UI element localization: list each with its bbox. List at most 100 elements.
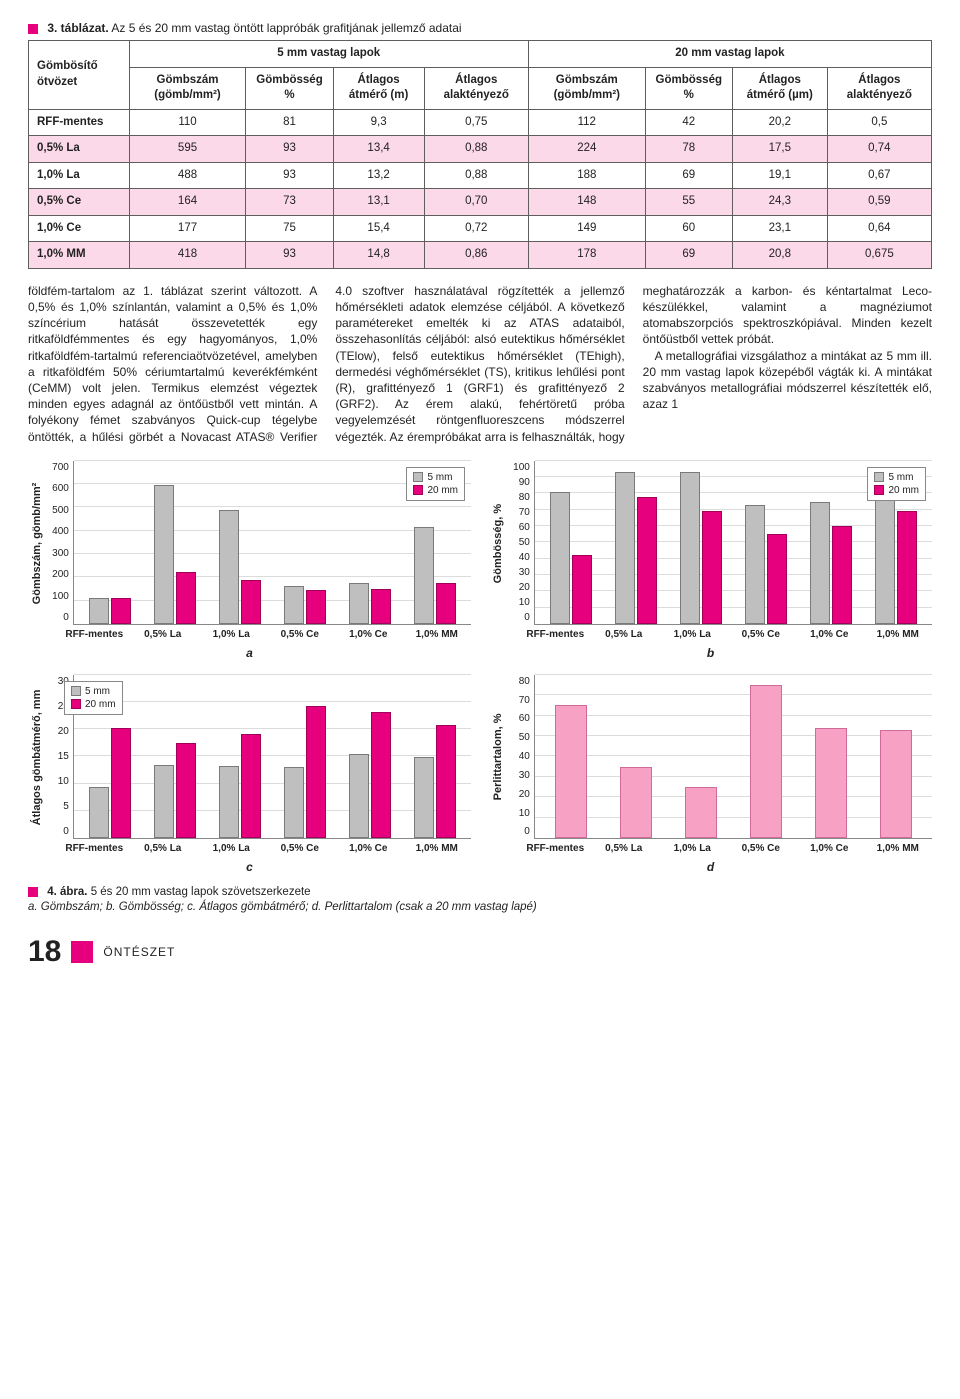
table-cell: 0,675	[827, 242, 931, 269]
chart-xtick: 1,0% La	[658, 625, 727, 642]
chart-bar	[555, 705, 587, 838]
chart-yaxis: 0102030405060708090100	[506, 461, 534, 625]
chart-xtick: 0,5% La	[129, 625, 198, 642]
chart-bar	[702, 511, 722, 624]
chart-plot	[534, 675, 932, 839]
chart-ylabel: Gömbszám, gömb/mm²	[28, 461, 45, 625]
chart-bar	[219, 510, 239, 624]
table-cell: 418	[129, 242, 246, 269]
chart-legend: 5 mm20 mm	[406, 467, 465, 501]
data-table: Gömbösítő ötvözet 5 mm vastag lapok 20 m…	[28, 40, 932, 269]
chart-ylabel: Gömbösség, %	[489, 461, 506, 625]
chart-xtick: 0,5% Ce	[266, 839, 335, 856]
table-cell: 178	[528, 242, 645, 269]
chart-bar	[810, 502, 830, 624]
table-cell: 42	[645, 109, 732, 136]
table-cell: 224	[528, 136, 645, 163]
chart-xtick: 1,0% MM	[403, 839, 472, 856]
table-row-label: 1,0% Ce	[29, 215, 130, 242]
chart-bar	[306, 706, 326, 838]
chart-xtick: RFF-mentes	[60, 625, 129, 642]
chart-bar	[371, 712, 391, 838]
chart-bar	[154, 485, 174, 624]
chart-xtick: 0,5% Ce	[727, 625, 796, 642]
table-row-label: 0,5% Ce	[29, 189, 130, 216]
chart-bar	[371, 589, 391, 624]
chart-bar	[745, 505, 765, 624]
chart-bar	[284, 767, 304, 838]
chart-sublabel: d	[489, 859, 932, 875]
table-cell: 93	[246, 242, 333, 269]
figure-caption: 4. ábra. 5 és 20 mm vastag lapok szövets…	[28, 885, 932, 916]
chart-bar	[349, 754, 369, 838]
chart-bar	[219, 766, 239, 838]
chart-plot	[73, 675, 471, 839]
table-row-label: 1,0% La	[29, 162, 130, 189]
table-cell: 0,5	[827, 109, 931, 136]
table-cell: 93	[246, 136, 333, 163]
table-cell: 19,1	[732, 162, 827, 189]
chart-xtick: 0,5% La	[590, 839, 659, 856]
figcap-bold: 4. ábra.	[47, 886, 87, 898]
table-cell: 23,1	[732, 215, 827, 242]
chart-xtick: 1,0% MM	[403, 625, 472, 642]
footer-label: ÖNTÉSZET	[103, 944, 175, 960]
chart-c: 5 mm20 mmÁtlagos gömbátmérő, mm051015202…	[28, 675, 471, 875]
chart-xtick: 1,0% Ce	[795, 625, 864, 642]
chart-bar	[685, 787, 717, 838]
table-cell: 112	[528, 109, 645, 136]
table-cell: 0,86	[424, 242, 528, 269]
table-cell: 20,8	[732, 242, 827, 269]
table-col-header: Gömbösség %	[645, 67, 732, 109]
page-footer: 18 ÖNTÉSZET	[28, 932, 932, 983]
caption-square	[28, 24, 38, 34]
body-text-columns: földfém-tartalom az 1. táblázat szerint …	[28, 283, 932, 445]
chart-bar	[414, 757, 434, 838]
chart-xtick: 1,0% Ce	[334, 625, 403, 642]
table-cell: 75	[246, 215, 333, 242]
chart-b: 5 mm20 mm Gömbösség, %0102030405060708090…	[489, 461, 932, 661]
chart-bar	[767, 534, 787, 624]
table-row-label: 0,5% La	[29, 136, 130, 163]
table-cell: 110	[129, 109, 246, 136]
chart-legend: 5 mm20 mm	[867, 467, 926, 501]
chart-bar	[111, 728, 131, 838]
chart-xaxis: RFF-mentes0,5% La1,0% La0,5% Ce1,0% Ce1,…	[489, 625, 932, 642]
chart-bar	[680, 472, 700, 624]
table-row-label: RFF-mentes	[29, 109, 130, 136]
table-col-header: Átlagos átmérő (µm)	[732, 67, 827, 109]
table-cell: 15,4	[333, 215, 424, 242]
table-cell: 0,75	[424, 109, 528, 136]
page-number: 18	[28, 932, 61, 973]
chart-xtick: 0,5% La	[590, 625, 659, 642]
chart-yaxis: 0100200300400500600700	[45, 461, 73, 625]
chart-bar	[414, 527, 434, 625]
chart-xaxis: RFF-mentes0,5% La1,0% La0,5% Ce1,0% Ce1,…	[489, 839, 932, 856]
chart-bar	[897, 511, 917, 624]
table-cell: 9,3	[333, 109, 424, 136]
chart-legend: 5 mm20 mm	[64, 681, 123, 715]
chart-bar	[436, 725, 456, 838]
chart-bar	[880, 730, 912, 838]
chart-sublabel: c	[28, 859, 471, 875]
table-cell: 20,2	[732, 109, 827, 136]
table-cell: 149	[528, 215, 645, 242]
table-cell: 24,3	[732, 189, 827, 216]
table-group-20mm: 20 mm vastag lapok	[528, 41, 931, 68]
table-cell: 55	[645, 189, 732, 216]
chart-bar	[620, 767, 652, 838]
chart-bar	[815, 728, 847, 838]
body-text: földfém-tartalom az 1. táblázat szerint …	[28, 283, 932, 445]
table-cell: 78	[645, 136, 732, 163]
chart-xtick: RFF-mentes	[521, 625, 590, 642]
chart-bar	[550, 492, 570, 624]
chart-xtick: 1,0% Ce	[334, 839, 403, 856]
chart-xtick: 1,0% La	[197, 625, 266, 642]
table-caption-label: 3. táblázat.	[47, 21, 108, 35]
chart-xaxis: RFF-mentes0,5% La1,0% La0,5% Ce1,0% Ce1,…	[28, 625, 471, 642]
table-col-header: Gömbszám (gömb/mm²)	[528, 67, 645, 109]
table-col-header: Gömbszám (gömb/mm²)	[129, 67, 246, 109]
table-cell: 14,8	[333, 242, 424, 269]
table-cell: 0,64	[827, 215, 931, 242]
table-row-label: 1,0% MM	[29, 242, 130, 269]
